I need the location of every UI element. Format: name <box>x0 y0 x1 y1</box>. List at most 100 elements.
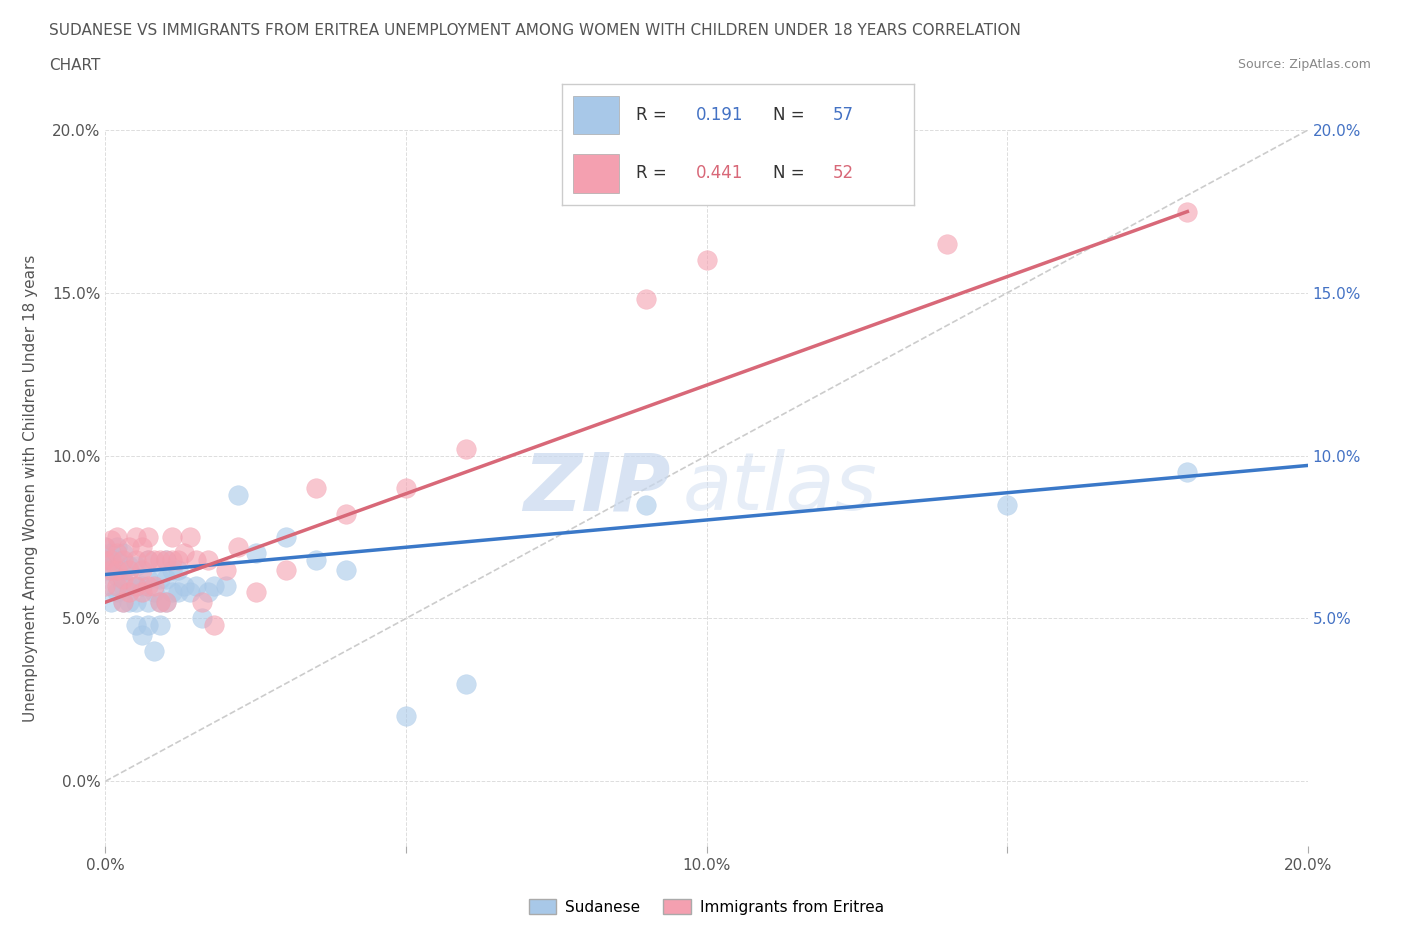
Point <box>136 578 159 593</box>
Point <box>94 552 117 567</box>
Point <box>166 552 188 567</box>
Point <box>274 562 297 577</box>
Point <box>636 292 658 307</box>
Legend: Sudanese, Immigrants from Eritrea: Sudanese, Immigrants from Eritrea <box>523 893 890 921</box>
Y-axis label: Unemployment Among Women with Children Under 18 years: Unemployment Among Women with Children U… <box>24 255 38 722</box>
Point <box>94 562 117 577</box>
Point <box>305 481 328 496</box>
Point <box>124 559 146 574</box>
Point <box>142 578 165 593</box>
Point <box>335 562 357 577</box>
Point <box>274 530 297 545</box>
Point <box>94 578 117 593</box>
Point <box>136 552 159 567</box>
Point <box>107 578 129 593</box>
Point <box>136 572 159 587</box>
Text: 52: 52 <box>832 165 855 182</box>
Point <box>395 709 418 724</box>
Point <box>179 530 201 545</box>
Point <box>94 539 117 554</box>
Point <box>100 595 122 610</box>
Point <box>107 530 129 545</box>
Point <box>112 552 135 567</box>
Text: CHART: CHART <box>49 58 101 73</box>
Point <box>335 507 357 522</box>
FancyBboxPatch shape <box>574 153 619 193</box>
Point <box>148 572 170 587</box>
Point <box>112 595 135 610</box>
Point <box>214 578 236 593</box>
Point <box>166 585 188 600</box>
Point <box>245 546 267 561</box>
Text: ZIP: ZIP <box>523 449 671 527</box>
Point <box>100 552 122 567</box>
Point <box>1175 205 1198 219</box>
Point <box>197 585 219 600</box>
Point <box>179 585 201 600</box>
Point <box>124 618 146 632</box>
Point <box>160 530 183 545</box>
Point <box>100 533 122 548</box>
Point <box>131 539 153 554</box>
Point <box>155 552 177 567</box>
Text: N =: N = <box>773 106 810 124</box>
Point <box>155 595 177 610</box>
Point <box>131 562 153 577</box>
Point <box>226 539 249 554</box>
Text: N =: N = <box>773 165 810 182</box>
Point <box>173 546 195 561</box>
Point <box>112 578 135 593</box>
Point <box>131 578 153 593</box>
Point <box>155 595 177 610</box>
Point <box>245 585 267 600</box>
Point <box>166 562 188 577</box>
Point <box>112 562 135 577</box>
Point <box>94 539 117 554</box>
Text: Source: ZipAtlas.com: Source: ZipAtlas.com <box>1237 58 1371 71</box>
Point <box>107 562 129 577</box>
Point <box>696 253 718 268</box>
Point <box>107 546 129 561</box>
Point <box>118 578 141 593</box>
Point <box>124 578 146 593</box>
Text: 0.441: 0.441 <box>696 165 744 182</box>
Point <box>148 595 170 610</box>
Point <box>142 644 165 658</box>
Point <box>112 546 135 561</box>
Point <box>124 530 146 545</box>
Point <box>107 569 129 584</box>
Point <box>100 578 122 593</box>
Point <box>155 572 177 587</box>
Point <box>136 618 159 632</box>
Point <box>107 585 129 600</box>
Point <box>148 552 170 567</box>
Point <box>202 618 225 632</box>
Point <box>184 578 207 593</box>
Point <box>100 562 122 577</box>
Point <box>1175 465 1198 480</box>
Point <box>184 552 207 567</box>
Text: R =: R = <box>636 165 672 182</box>
Point <box>100 559 122 574</box>
Point <box>131 628 153 643</box>
Point <box>118 585 141 600</box>
Point <box>118 539 141 554</box>
Point <box>454 442 477 457</box>
Point <box>136 552 159 567</box>
Point <box>124 578 146 593</box>
Point <box>94 552 117 567</box>
Text: 57: 57 <box>832 106 853 124</box>
Text: SUDANESE VS IMMIGRANTS FROM ERITREA UNEMPLOYMENT AMONG WOMEN WITH CHILDREN UNDER: SUDANESE VS IMMIGRANTS FROM ERITREA UNEM… <box>49 23 1021 38</box>
Point <box>136 530 159 545</box>
Point <box>190 611 212 626</box>
Text: R =: R = <box>636 106 672 124</box>
Point <box>107 539 129 554</box>
Point <box>197 552 219 567</box>
Point <box>936 237 959 252</box>
Point <box>118 559 141 574</box>
Point <box>155 552 177 567</box>
Point <box>160 585 183 600</box>
Point <box>100 546 122 561</box>
Point <box>112 595 135 610</box>
Point <box>190 595 212 610</box>
